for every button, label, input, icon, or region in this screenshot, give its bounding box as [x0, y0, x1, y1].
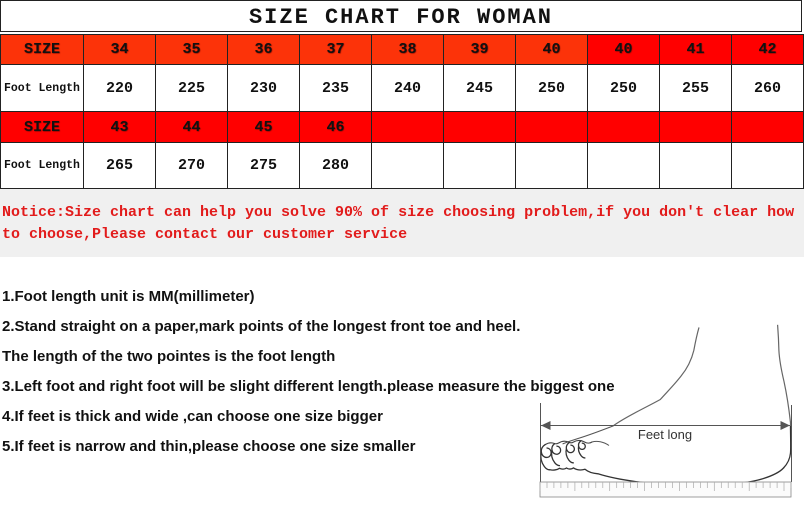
svg-text:Feet long: Feet long: [638, 427, 692, 442]
